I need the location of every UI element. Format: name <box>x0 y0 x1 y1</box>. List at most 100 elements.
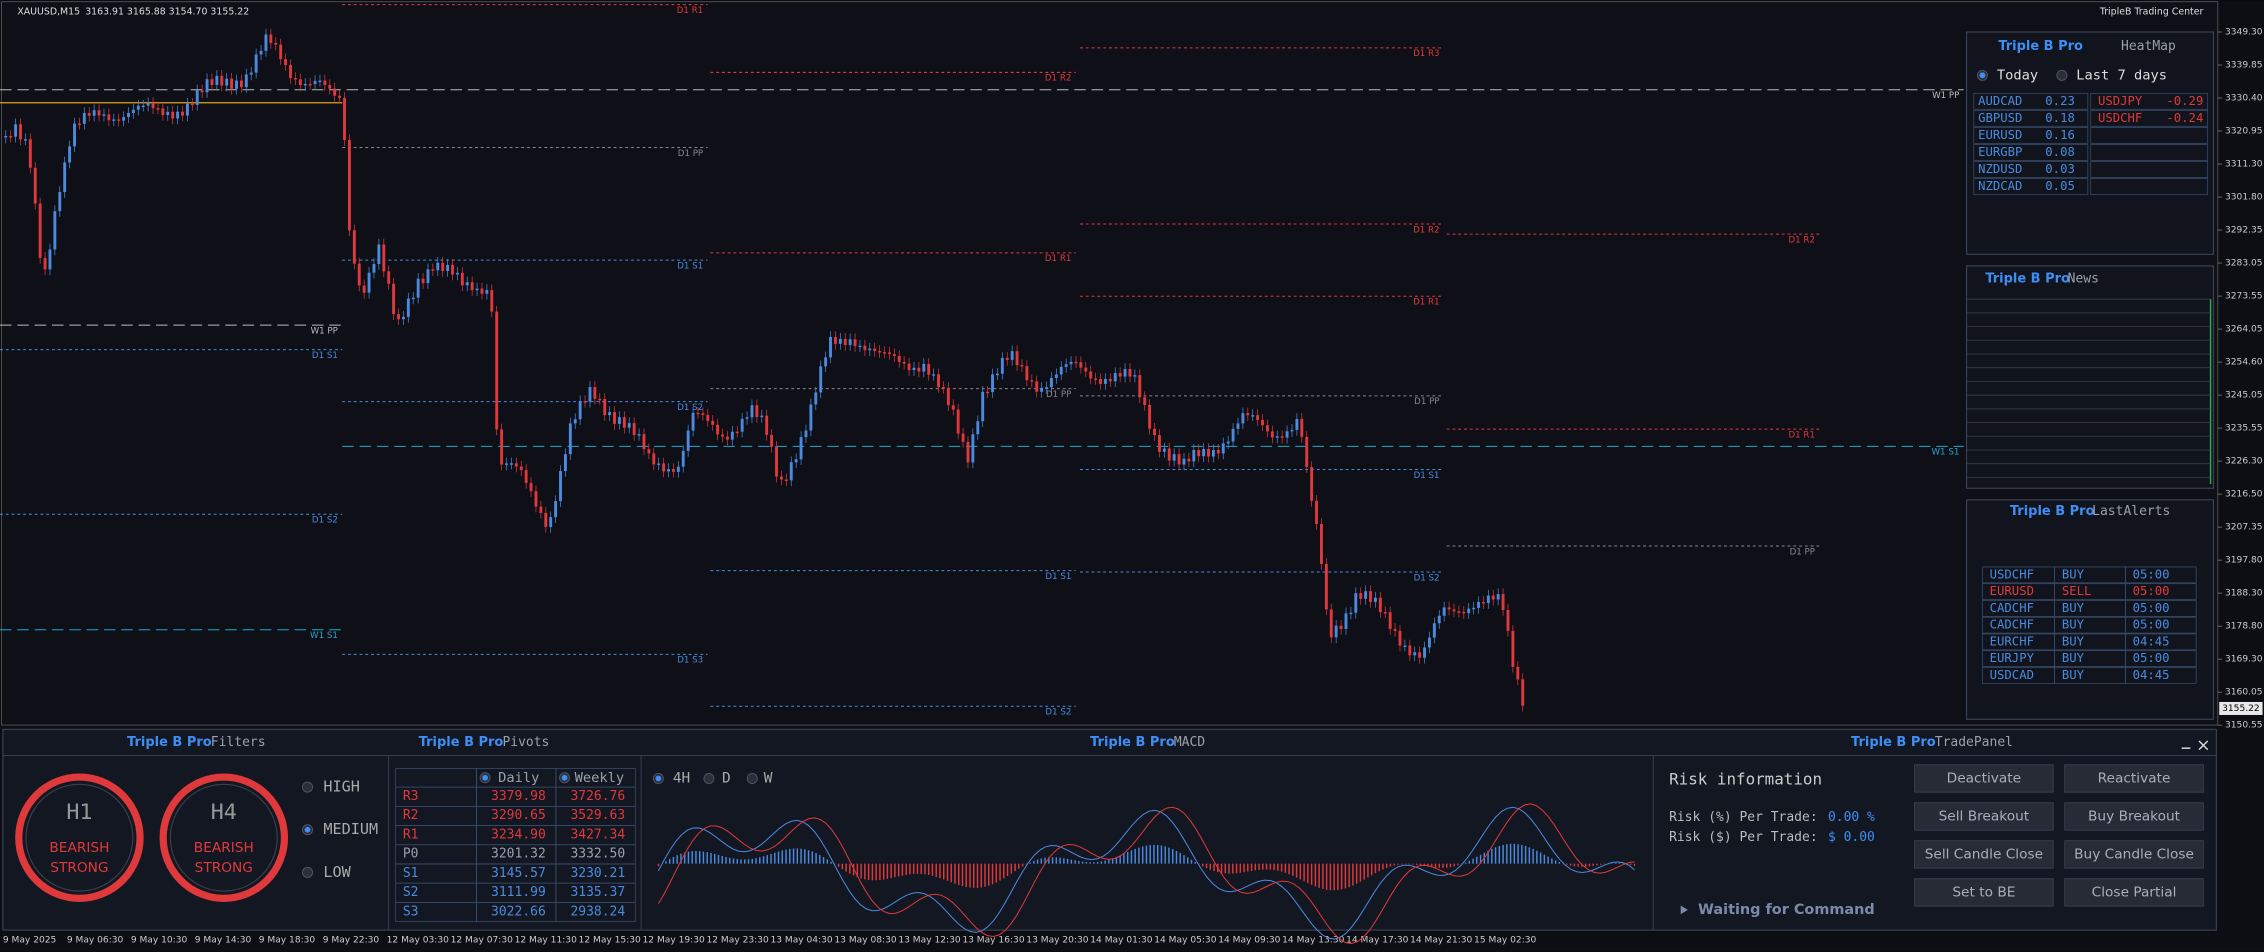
candle-body <box>1231 428 1235 442</box>
score: 0.23 <box>2045 94 2075 108</box>
candle-body <box>1226 441 1230 444</box>
candle-body <box>387 271 391 284</box>
candle-body <box>249 72 253 75</box>
button[interactable] <box>1914 802 2054 831</box>
candle-body <box>681 450 685 467</box>
radio-dot <box>655 775 662 782</box>
pair: AUDCAD <box>1978 94 2022 108</box>
cell <box>2090 110 2209 127</box>
candle-body <box>1423 647 1426 658</box>
candle-body <box>1265 425 1269 432</box>
button[interactable] <box>2064 764 2204 793</box>
candle-body <box>1221 443 1225 454</box>
candle-body <box>293 78 297 80</box>
cell <box>2125 667 2197 684</box>
button[interactable] <box>2064 840 2204 869</box>
candle-body <box>122 117 126 121</box>
radio[interactable] <box>2056 69 2068 81</box>
candle-body <box>1123 369 1127 377</box>
candle-body <box>308 83 312 86</box>
candle-body <box>1280 436 1284 438</box>
candle-body <box>131 109 135 114</box>
candle-body <box>357 263 361 286</box>
candle-body <box>1290 429 1294 432</box>
close-button[interactable] <box>2198 740 2209 751</box>
pivot-name: S2 <box>403 885 419 900</box>
pivot-value: 3145.57 <box>491 866 546 881</box>
panel-title: Filters <box>211 735 266 750</box>
candle-body <box>730 431 734 440</box>
time-label: 13 May 12:30 <box>898 936 960 946</box>
candle-body <box>495 311 499 430</box>
candle-body <box>1275 436 1279 438</box>
candle-body <box>53 211 57 250</box>
candle-body <box>534 491 538 507</box>
candle-body <box>9 136 13 138</box>
candle-body <box>1089 371 1093 379</box>
button[interactable] <box>2064 878 2204 907</box>
candle-body <box>927 363 931 375</box>
macd-timeframe: W <box>764 770 773 786</box>
candle-body <box>377 244 381 265</box>
level-label: W1 PP <box>311 326 338 336</box>
price-label: 3150.55 <box>2225 721 2263 731</box>
level-label: D1 S2 <box>1414 573 1440 583</box>
radio[interactable] <box>703 773 715 784</box>
price-label: 3178.80 <box>2225 622 2263 632</box>
candle-body <box>814 392 818 405</box>
cell <box>1973 178 2089 195</box>
level-label: D1 S1 <box>1045 572 1071 582</box>
button-label: Sell Candle Close <box>1925 846 2043 862</box>
radio-dot <box>1979 72 1986 79</box>
button[interactable] <box>2064 802 2204 831</box>
pair: NZDUSD <box>1978 162 2022 176</box>
button[interactable] <box>1914 764 2054 793</box>
candle-body <box>912 367 916 371</box>
candle-body <box>1516 666 1520 680</box>
candle-body <box>824 357 828 367</box>
candle-body <box>406 298 410 317</box>
candle-body <box>1354 593 1358 613</box>
candle-body <box>441 262 445 271</box>
button[interactable] <box>1914 840 2054 869</box>
candle-body <box>598 398 602 401</box>
button[interactable] <box>1914 878 2054 907</box>
candle-body <box>716 424 720 435</box>
level-label: D1 S1 <box>312 351 338 361</box>
time-label: 12 May 19:30 <box>643 936 705 946</box>
candle-body <box>1172 454 1176 461</box>
candle-body <box>1000 357 1004 374</box>
candle-body <box>1339 625 1343 629</box>
option: Today <box>1997 67 2038 83</box>
candle-body <box>1403 645 1407 647</box>
candle-body <box>1069 361 1073 365</box>
radio[interactable] <box>746 773 758 784</box>
candle-body <box>136 105 140 110</box>
candle-body <box>991 374 994 393</box>
score: 0.08 <box>2045 145 2075 159</box>
candle-body <box>367 272 371 293</box>
time-label: 9 May 2025 <box>3 936 56 946</box>
candle-body <box>657 463 661 465</box>
radio[interactable] <box>302 866 314 878</box>
pair: GBPUSD <box>1978 111 2022 125</box>
panel-brand: Triple B Pro <box>2010 504 2095 519</box>
alert-cell: 05:00 <box>2133 601 2170 615</box>
panel-title: Pivots <box>502 735 549 750</box>
candle-body <box>1324 563 1328 610</box>
candle-body <box>863 345 867 351</box>
candle-body <box>519 466 523 471</box>
radio[interactable] <box>302 781 314 793</box>
candle-body <box>181 111 184 116</box>
level-label: D1 S2 <box>677 403 703 413</box>
candle-body <box>799 437 803 460</box>
panel-brand: Triple B Pro <box>1985 271 2070 286</box>
pivot-name: R1 <box>403 827 419 842</box>
time-label: 14 May 21:30 <box>1410 936 1472 946</box>
candle-body <box>1094 378 1098 380</box>
alert-cell: BUY <box>2062 618 2085 632</box>
score: -0.24 <box>2166 111 2203 125</box>
candle-body <box>1177 454 1181 465</box>
candle-body <box>1153 428 1156 436</box>
candle-body <box>411 297 415 300</box>
